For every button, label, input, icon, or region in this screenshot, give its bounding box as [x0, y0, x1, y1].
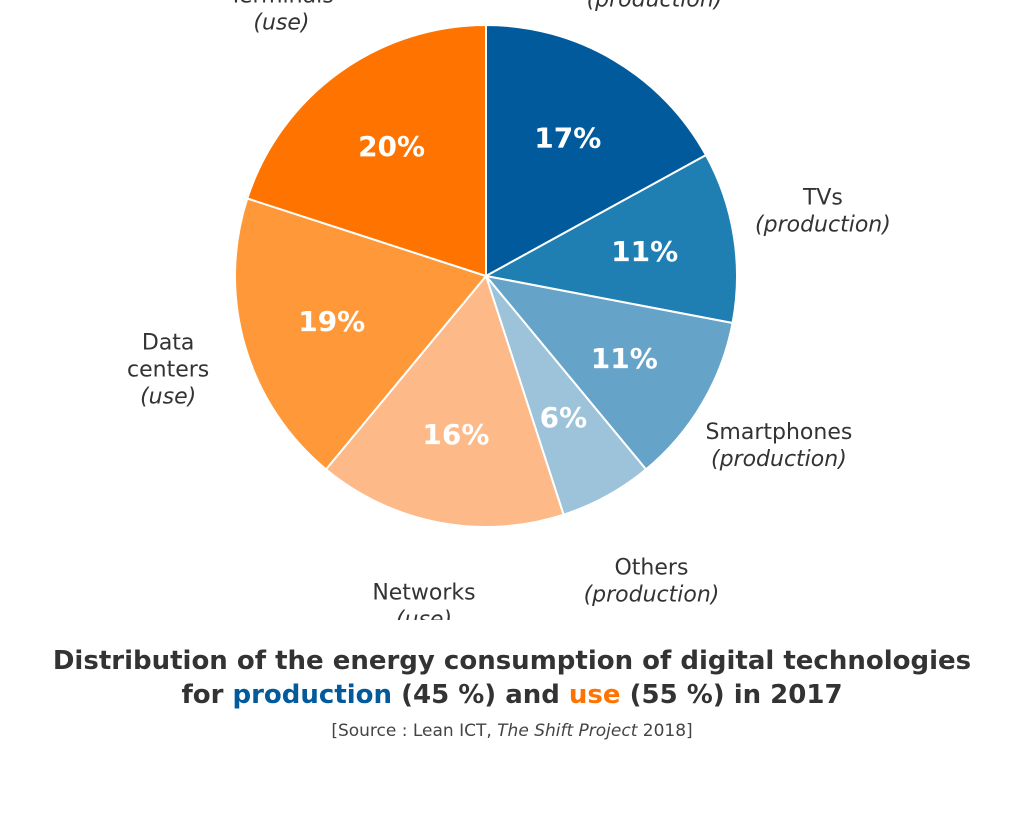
slice-category-label: Terminals (use) [228, 0, 333, 36]
slice-category-label: TVs(production) [755, 186, 891, 238]
caption-title-line-2: for production (45 %) and use (55 %) in … [0, 678, 1024, 712]
pie-chart-area: 17%Computers(production)11%TVs(productio… [127, 0, 891, 633]
slice-value-label: 17% [534, 122, 601, 155]
caption-use-keyword: use [568, 680, 621, 710]
pie-slice-networks [324, 273, 565, 528]
category-group: (use) [140, 384, 196, 409]
slice-value-label: 19% [298, 305, 365, 338]
category-group: (production) [755, 213, 891, 238]
caption-production-keyword: production [232, 680, 393, 710]
slice-value-label: 11% [611, 235, 678, 268]
category-name: Data [142, 330, 195, 355]
source-italic-title: The Shift Project [497, 721, 638, 741]
slice-value-label: 11% [591, 342, 658, 375]
category-name: centers [127, 357, 209, 382]
pie-chart: 17%Computers(production)11%TVs(productio… [127, 0, 891, 633]
category-group: (production) [587, 0, 723, 13]
pie-slice-terminals [246, 23, 487, 278]
pie-slice-tvs [483, 153, 738, 325]
slice-category-label: Smartphones(production) [705, 420, 852, 472]
slice-value-label: 16% [422, 418, 489, 451]
slice-value-label: 20% [358, 130, 425, 163]
slice-category-label: Computers(production) [587, 0, 723, 13]
caption-line-2-middle: (45 %) and [392, 680, 569, 710]
category-group: (use) [253, 11, 309, 36]
category-group: (production) [584, 583, 720, 608]
pie-slice-smartphones [483, 274, 734, 471]
category-group: (use) [396, 608, 452, 620]
source-suffix: 2018] [637, 721, 693, 741]
pie-slice-computers [485, 23, 708, 278]
slice-value-label: 6% [540, 401, 588, 434]
category-group: (production) [711, 447, 847, 472]
category-name: Terminals [228, 0, 333, 9]
category-name: Networks [372, 581, 475, 606]
caption-line-2-suffix: (55 %) in 2017 [620, 680, 843, 710]
caption-title-line-1: Distribution of the energy consumption o… [52, 646, 972, 676]
caption-line-2-prefix: for [181, 680, 233, 710]
source-prefix: [Source : Lean ICT, [331, 721, 498, 741]
slice-category-label: Networks (use) [372, 581, 475, 633]
category-name: TVs [802, 186, 843, 211]
pie-slice-data-centers [234, 197, 488, 471]
chart-caption: Distribution of the energy consumption o… [0, 644, 1024, 744]
category-name: Others [614, 556, 688, 581]
caption-source: [Source : Lean ICT, The Shift Project 20… [0, 718, 1024, 744]
category-name: Smartphones [705, 420, 852, 445]
slice-category-label: Others(production) [584, 556, 720, 608]
